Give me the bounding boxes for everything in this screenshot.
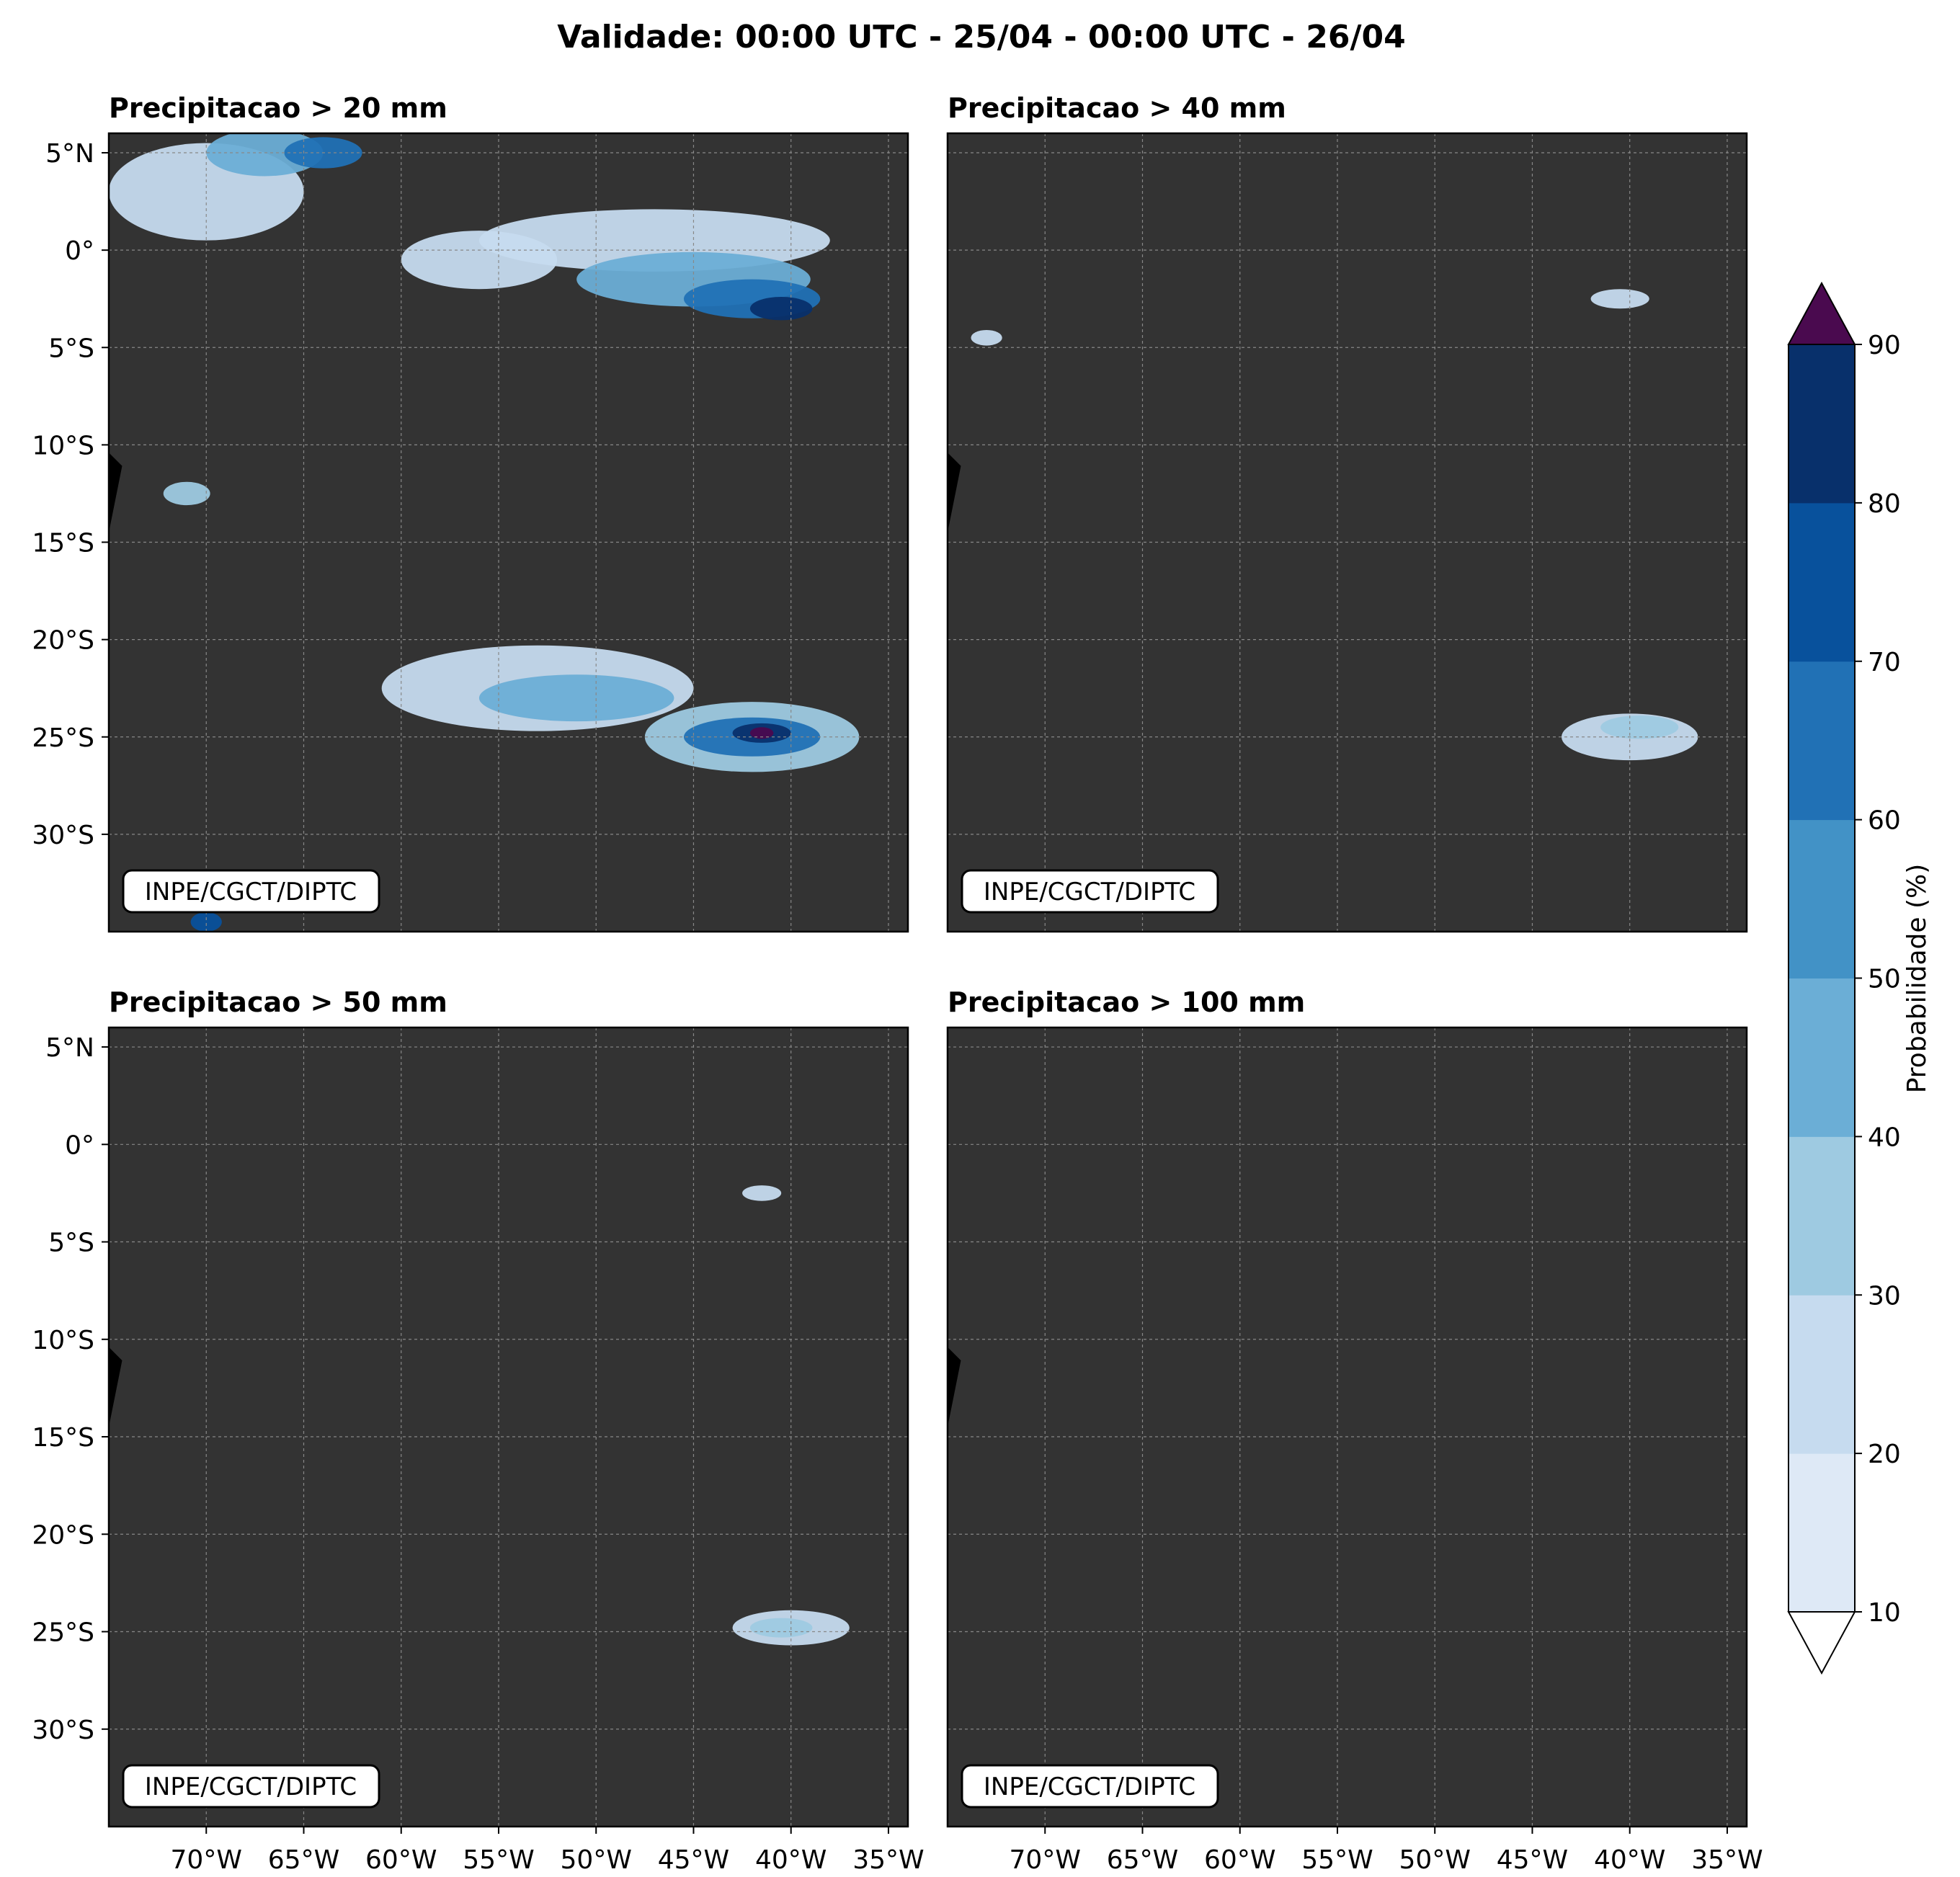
panel-frame xyxy=(946,1026,1748,1828)
colorbar-segment xyxy=(1788,502,1855,662)
colorbar-tick-label: 10 xyxy=(1868,1598,1901,1628)
lat-tick-label: 20°S xyxy=(32,1520,94,1550)
figure-title: Validade: 00:00 UTC - 25/04 - 00:00 UTC … xyxy=(557,19,1406,55)
colorbar-segment xyxy=(1788,344,1855,504)
south-america-land xyxy=(109,1027,892,1827)
lat-tick-label: 5°N xyxy=(45,139,94,169)
panel-title: Precipitacao > 100 mm xyxy=(948,986,1305,1018)
colorbar-segment xyxy=(1788,1453,1855,1613)
map-panel-2: Precipitacao > 40 mm INPE/CGCT/DIPTC xyxy=(946,92,1748,933)
map-panel-3: Precipitacao > 50 mm INPE/CGCT/DIPTC 5°N 0°… xyxy=(32,986,924,1875)
lon-tick-label: 65°W xyxy=(268,1845,339,1875)
lon-tick-label: 60°W xyxy=(365,1845,437,1875)
lon-tick-label: 60°W xyxy=(1204,1845,1275,1875)
colorbar-tick-label: 90 xyxy=(1868,331,1901,360)
credit-label: INPE/CGCT/DIPTC xyxy=(145,1773,357,1801)
credit-label: INPE/CGCT/DIPTC xyxy=(145,878,357,906)
colorbar-tick-label: 50 xyxy=(1868,965,1901,994)
colorbar-extend-over xyxy=(1787,281,1856,345)
panel-title: Precipitacao > 20 mm xyxy=(109,92,447,124)
lon-tick-label: 65°W xyxy=(1107,1845,1178,1875)
probability-area xyxy=(749,1618,813,1638)
lat-tick-label: 0° xyxy=(65,236,94,266)
lat-tick-label: 0° xyxy=(65,1131,94,1160)
credit-label: INPE/CGCT/DIPTC xyxy=(984,878,1195,906)
south-america-land xyxy=(948,1027,1731,1827)
lat-tick-label: 10°S xyxy=(32,1326,94,1355)
colorbar-label: Probabilidade (%) xyxy=(1902,864,1932,1094)
probability-area xyxy=(478,674,674,722)
lat-tick-label: 30°S xyxy=(32,1716,94,1745)
colorbar: 10 20 30 40 50 60 70 80 90 Probabilidade (%) xyxy=(1787,281,1932,1675)
colorbar-segment xyxy=(1788,978,1855,1137)
lon-tick-label: 50°W xyxy=(1399,1845,1471,1875)
credit-box: INPE/CGCT/DIPTC xyxy=(122,1764,380,1809)
lat-tick-label: 5°S xyxy=(48,334,94,363)
probability-area xyxy=(971,329,1002,346)
lon-tick-label: 70°W xyxy=(1010,1845,1081,1875)
lat-tick-label: 25°S xyxy=(32,1618,94,1648)
colorbar-tick-label: 80 xyxy=(1868,489,1901,519)
lon-tick-label: 70°W xyxy=(171,1845,242,1875)
lat-tick-label: 5°N xyxy=(45,1033,94,1063)
lat-tick-label: 25°S xyxy=(32,723,94,753)
lon-tick-label: 55°W xyxy=(1301,1845,1373,1875)
lon-tick-label: 40°W xyxy=(755,1845,827,1875)
probability-area xyxy=(1600,715,1679,739)
lon-tick-label: 40°W xyxy=(1594,1845,1665,1875)
lon-tick-label: 45°W xyxy=(658,1845,729,1875)
credit-label: INPE/CGCT/DIPTC xyxy=(984,1773,1195,1801)
probability-area xyxy=(749,727,774,739)
colorbar-tick-label: 40 xyxy=(1868,1123,1901,1152)
probability-area xyxy=(1590,289,1649,309)
credit-box: INPE/CGCT/DIPTC xyxy=(961,1764,1219,1809)
credit-box: INPE/CGCT/DIPTC xyxy=(961,869,1219,914)
probability-area xyxy=(163,481,210,506)
lat-tick-label: 30°S xyxy=(32,821,94,850)
probability-area xyxy=(749,297,813,321)
lon-tick-label: 35°W xyxy=(1691,1845,1763,1875)
lat-tick-label: 20°S xyxy=(32,626,94,656)
colorbar-tick-label: 60 xyxy=(1868,806,1901,836)
colorbar-segment xyxy=(1788,819,1855,978)
panel-title: Precipitacao > 50 mm xyxy=(109,986,447,1018)
panel-frame xyxy=(107,1026,909,1828)
probability-area xyxy=(742,1185,782,1201)
colorbar-segment xyxy=(1788,661,1855,821)
colorbar-extend-under xyxy=(1787,1611,1856,1675)
map-panel-1: Precipitacao > 20 mm INPE/CGCT/DIPTC 5°N 0°… xyxy=(32,92,909,933)
south-america-land xyxy=(948,133,1731,932)
lat-tick-label: 15°S xyxy=(32,529,94,558)
probability-area xyxy=(401,231,558,290)
lon-tick-label: 55°W xyxy=(463,1845,534,1875)
map-panel-4: Precipitacao > 100 mm INPE/CGCT/DIPTC 70°W… xyxy=(946,986,1763,1875)
lat-tick-label: 5°S xyxy=(48,1229,94,1258)
panel-frame xyxy=(107,132,909,933)
lon-tick-label: 50°W xyxy=(561,1845,632,1875)
colorbar-segment xyxy=(1788,1295,1855,1454)
colorbar-tick-label: 20 xyxy=(1868,1440,1901,1469)
colorbar-tick-label: 70 xyxy=(1868,648,1901,677)
panel-frame xyxy=(946,132,1748,933)
panel-title: Precipitacao > 40 mm xyxy=(948,92,1286,124)
lon-tick-label: 35°W xyxy=(852,1845,924,1875)
lat-tick-label: 15°S xyxy=(32,1423,94,1453)
colorbar-segment xyxy=(1788,1136,1855,1296)
colorbar-tick-label: 30 xyxy=(1868,1281,1901,1311)
lat-tick-label: 10°S xyxy=(32,431,94,460)
lon-tick-label: 45°W xyxy=(1497,1845,1568,1875)
credit-box: INPE/CGCT/DIPTC xyxy=(122,869,380,914)
probability-area xyxy=(190,911,222,932)
